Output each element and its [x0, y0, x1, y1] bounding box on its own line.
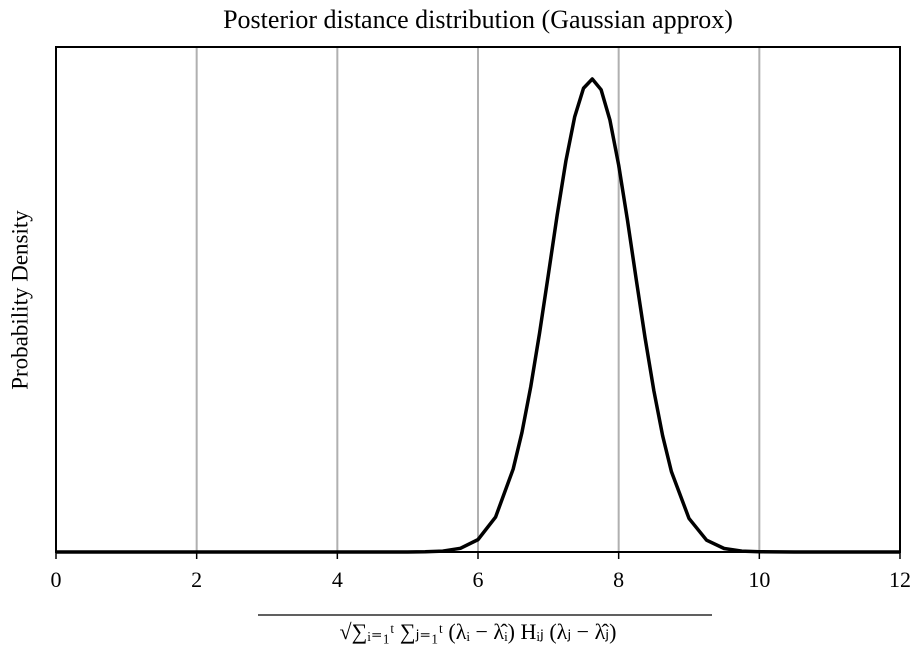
x-tick-label: 4 [332, 567, 343, 592]
x-tick-label: 0 [51, 567, 62, 592]
y-axis-label: Probability Density [7, 210, 32, 390]
x-tick-label: 2 [191, 567, 202, 592]
x-axis-label: √∑ᵢ₌₁ᵗ ∑ⱼ₌₁ᵗ (λᵢ − λ̂ᵢ) Hᵢⱼ (λⱼ − λ̂ⱼ) [340, 619, 617, 644]
x-tick-label: 6 [473, 567, 484, 592]
plot-frame [55, 46, 901, 553]
x-tick-label: 12 [889, 567, 911, 592]
chart-title: Posterior distance distribution (Gaussia… [223, 5, 733, 34]
x-tick-label: 8 [613, 567, 624, 592]
x-tick-label: 10 [748, 567, 770, 592]
